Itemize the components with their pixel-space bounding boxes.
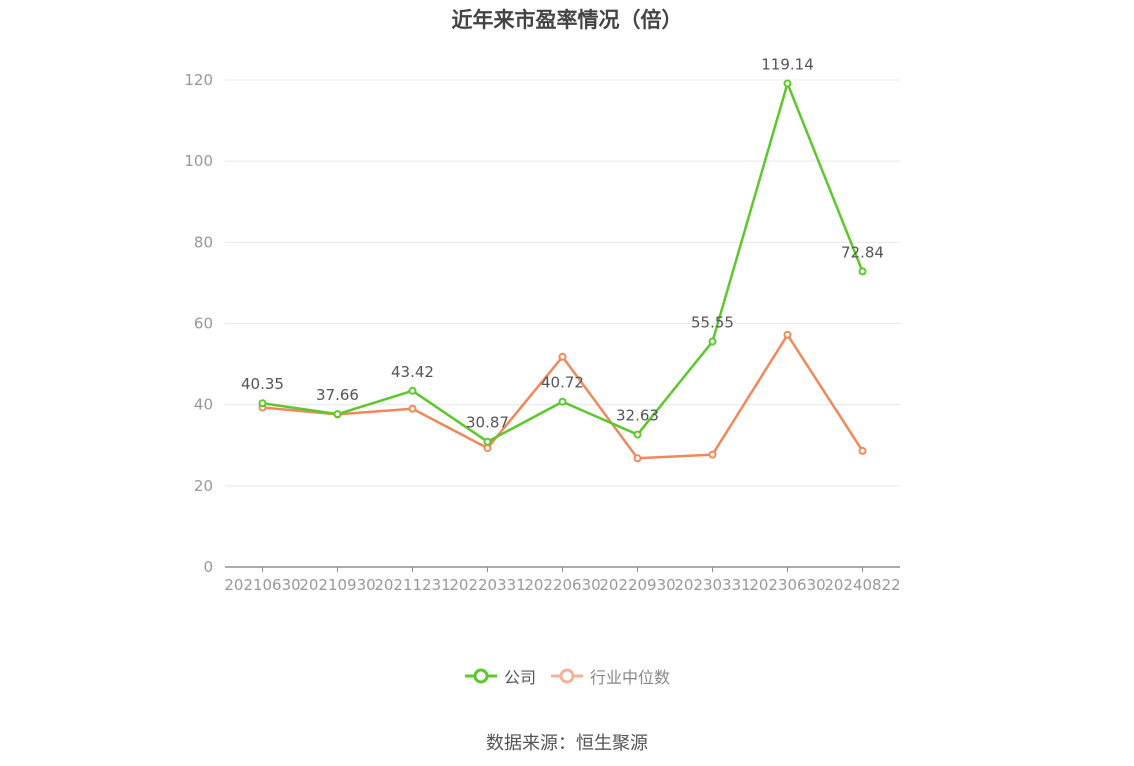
data-label-company: 119.14 xyxy=(761,55,814,73)
data-point-company xyxy=(483,437,492,446)
y-tick-label: 60 xyxy=(194,315,213,333)
series-lines xyxy=(258,79,867,463)
data-point-company xyxy=(708,337,717,346)
data-label-company: 37.66 xyxy=(316,386,359,404)
x-tick-label: 20211231 xyxy=(374,576,450,594)
y-tick-label: 40 xyxy=(194,396,213,414)
data-point-industry xyxy=(708,450,717,459)
x-tick-label: 20240822 xyxy=(824,576,900,594)
x-tick-label: 20220331 xyxy=(449,576,525,594)
data-point-company xyxy=(333,410,342,419)
x-tick-label: 20220930 xyxy=(599,576,675,594)
data-point-industry xyxy=(633,454,642,463)
legend-industry-icon xyxy=(551,668,583,684)
data-label-company: 72.84 xyxy=(841,243,884,261)
data-point-industry xyxy=(483,444,492,453)
legend-industry-label: 行业中位数 xyxy=(590,668,671,687)
legend-company-label: 公司 xyxy=(503,668,536,687)
y-tick-label: 120 xyxy=(184,71,213,89)
data-point-company xyxy=(633,430,642,439)
data-point-industry xyxy=(408,404,417,413)
x-tick-label: 20220630 xyxy=(524,576,600,594)
x-tick-label: 20230331 xyxy=(674,576,750,594)
legend-company-icon xyxy=(464,668,497,684)
legend-item-industry[interactable]: 行业中位数 xyxy=(550,664,670,688)
data-label-company: 30.87 xyxy=(466,414,509,432)
data-labels: 40.35 37.66 43.42 30.87 40.72 32.63 55.55 119.1… xyxy=(241,55,884,431)
data-point-company xyxy=(783,79,792,88)
legend: 公司 行业中位数 xyxy=(0,664,1134,688)
data-label-company: 43.42 xyxy=(391,363,434,381)
data-label-company: 32.63 xyxy=(616,407,659,425)
y-tick-label: 0 xyxy=(203,558,213,576)
source-note: 数据来源：恒生聚源 xyxy=(486,733,648,754)
data-point-industry xyxy=(858,446,867,455)
data-label-company: 55.55 xyxy=(691,314,734,332)
data-label-company: 40.35 xyxy=(241,375,284,393)
chart-title: 近年来市盈率情况（倍） xyxy=(451,8,683,32)
x-tick-label: 20210930 xyxy=(299,576,375,594)
x-tick-label: 20230630 xyxy=(749,576,825,594)
x-tick-label: 20210630 xyxy=(224,576,300,594)
data-point-industry xyxy=(558,352,567,361)
grid-lines xyxy=(225,79,900,487)
y-tick-label: 20 xyxy=(194,477,213,495)
data-point-company xyxy=(558,397,567,406)
data-point-company xyxy=(408,386,417,395)
axes: 0204060801001202021063020210930202112312… xyxy=(184,71,900,594)
data-point-company xyxy=(858,267,867,276)
y-tick-label: 80 xyxy=(194,233,213,251)
data-point-company xyxy=(258,399,267,408)
data-point-industry xyxy=(783,330,792,339)
y-tick-label: 100 xyxy=(184,152,213,170)
legend-item-company[interactable]: 公司 xyxy=(464,664,536,688)
data-label-company: 40.72 xyxy=(541,374,584,392)
